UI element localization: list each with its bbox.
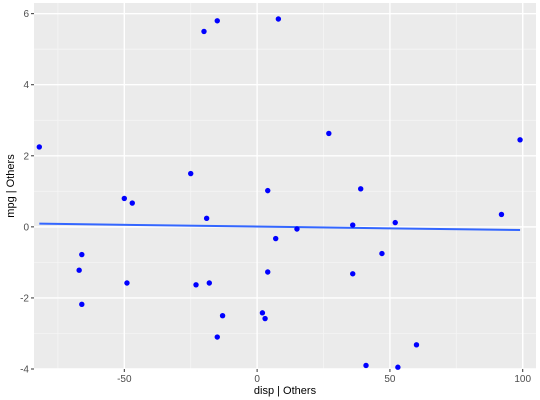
data-point bbox=[219, 312, 226, 319]
data-point bbox=[36, 144, 43, 150]
data-point bbox=[275, 16, 282, 22]
data-point bbox=[206, 280, 213, 286]
data-point bbox=[265, 187, 271, 194]
x-tick-label: 100 bbox=[514, 374, 531, 385]
data-points bbox=[36, 16, 523, 370]
data-point bbox=[517, 137, 523, 143]
data-point bbox=[363, 362, 369, 369]
x-tick-label: 50 bbox=[384, 374, 396, 385]
minor-gridlines bbox=[34, 3, 536, 369]
y-tick-label: 6 bbox=[23, 9, 29, 20]
data-point bbox=[326, 130, 332, 137]
data-point bbox=[214, 334, 220, 340]
y-tick-label: 2 bbox=[23, 151, 29, 162]
data-point bbox=[188, 170, 194, 177]
data-point bbox=[262, 315, 268, 322]
data-point bbox=[265, 269, 271, 275]
data-point bbox=[259, 310, 266, 316]
x-tick-label: -50 bbox=[117, 374, 132, 385]
x-tick-label: 0 bbox=[254, 374, 260, 385]
y-axis-ticks: -4 -2 0 2 4 6 bbox=[20, 9, 34, 376]
data-point bbox=[214, 18, 220, 24]
y-axis-title: mpg | Others bbox=[5, 154, 17, 218]
x-axis-title: disp | Others bbox=[254, 385, 317, 397]
trend-line bbox=[39, 222, 521, 232]
data-point bbox=[273, 235, 279, 242]
data-point bbox=[350, 271, 356, 277]
y-tick-label: -2 bbox=[20, 293, 29, 304]
data-point bbox=[350, 222, 356, 228]
y-tick-label: 4 bbox=[23, 80, 29, 91]
data-point bbox=[203, 215, 210, 222]
x-axis-ticks: -50 0 50 100 bbox=[117, 369, 531, 385]
data-point bbox=[121, 195, 128, 202]
data-point bbox=[498, 211, 505, 218]
data-point bbox=[413, 342, 420, 348]
data-point bbox=[79, 251, 85, 258]
data-point bbox=[379, 250, 385, 257]
data-point bbox=[201, 28, 207, 35]
plot-panel bbox=[34, 3, 536, 369]
data-point bbox=[357, 186, 364, 192]
data-point bbox=[392, 219, 398, 226]
major-gridlines bbox=[34, 3, 536, 370]
data-point bbox=[124, 280, 130, 286]
trend-line-group bbox=[39, 222, 521, 232]
y-tick-label: 0 bbox=[23, 222, 29, 233]
data-point bbox=[193, 282, 199, 288]
data-point bbox=[294, 226, 300, 232]
y-tick-label: -4 bbox=[20, 365, 29, 376]
data-point bbox=[129, 200, 135, 206]
data-point bbox=[395, 364, 401, 370]
data-point bbox=[79, 301, 85, 308]
data-point bbox=[76, 267, 82, 273]
